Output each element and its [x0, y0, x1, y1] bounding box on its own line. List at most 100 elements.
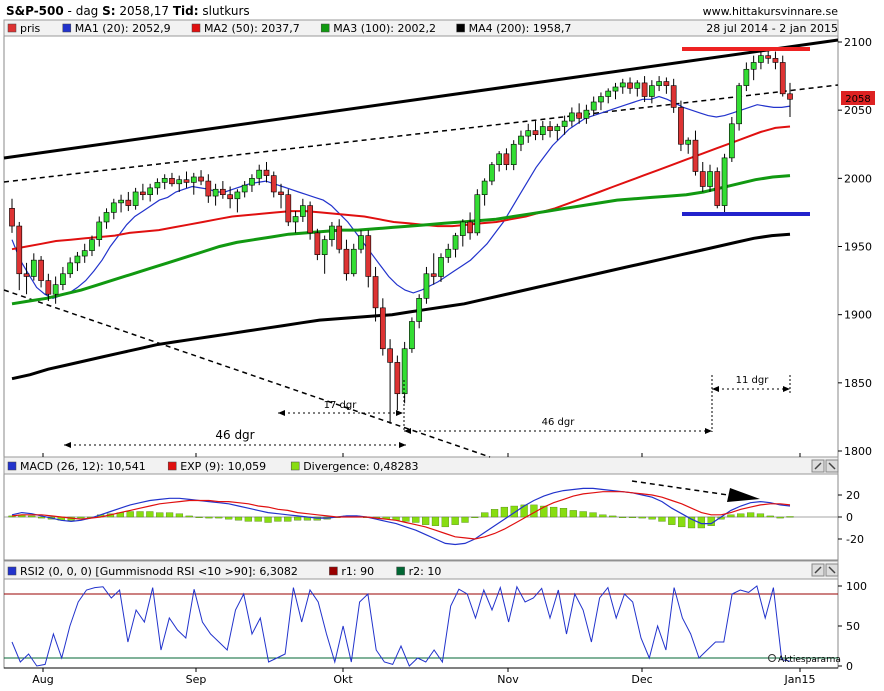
candle-body [765, 55, 772, 59]
candle [743, 62, 750, 92]
legend-rsi-label-1: r1: 90 [341, 565, 374, 578]
candle-body [52, 284, 59, 295]
candle-body [169, 178, 175, 185]
divergence-bar [747, 512, 755, 518]
candle-body [743, 68, 750, 86]
divergence-bar [185, 515, 193, 518]
exp-line [11, 491, 791, 540]
candle [685, 137, 692, 154]
divergence-bar [195, 516, 203, 518]
candle [401, 341, 408, 404]
candle-body [74, 255, 81, 264]
header-last-value: 2058,17 [119, 4, 169, 18]
candle [241, 181, 248, 198]
candle-body [649, 85, 655, 97]
candle [525, 123, 532, 143]
candle-body [343, 248, 350, 275]
price-tick-label: 1850 [844, 377, 872, 390]
price-tick-label: 1900 [844, 309, 872, 322]
candle-body [452, 235, 459, 250]
price-tick-label: 1800 [844, 445, 872, 458]
legend-rsi-swatch-2 [396, 566, 405, 576]
candle [445, 243, 452, 263]
candle-body [263, 169, 270, 176]
candle-body [307, 205, 313, 234]
span-17-label: 17 dgr [324, 400, 358, 411]
candle [692, 130, 699, 176]
candle [336, 219, 343, 254]
candle-body [220, 188, 226, 195]
divergence-bar [461, 516, 469, 523]
macd-tick-label: -20 [846, 533, 864, 546]
candle [699, 161, 706, 192]
legend-main-swatch-4 [456, 23, 465, 33]
candle [598, 92, 604, 111]
candle-body [125, 199, 132, 206]
candle-body [547, 126, 553, 131]
legend-macd-label-2: Divergence: 0,48283 [303, 460, 418, 473]
candle-body [401, 348, 408, 395]
divergence-bar [500, 506, 509, 518]
divergence-bar [412, 516, 420, 523]
divergence-bar [687, 516, 696, 529]
divergence-bar [550, 506, 558, 518]
candle-body [45, 280, 52, 295]
candle-body [329, 225, 335, 240]
candle-body [758, 55, 764, 63]
candle-body [641, 82, 648, 97]
candle-body [183, 179, 190, 183]
candle [779, 55, 786, 97]
rsi-tick-label: 50 [846, 620, 860, 633]
candle-body [321, 239, 328, 255]
candle-body [241, 184, 248, 193]
candle-body [292, 216, 299, 223]
legend-main-swatch-3 [320, 23, 330, 33]
candle [576, 103, 582, 124]
divergence-bar [422, 516, 430, 525]
candle-body [60, 273, 66, 285]
rsi-line [11, 585, 791, 667]
divergence-bar [510, 505, 518, 518]
candle-body [561, 120, 568, 127]
price-tick-label: 2050 [844, 104, 872, 117]
candle-body [576, 112, 582, 119]
candle [227, 186, 233, 209]
candle [787, 82, 793, 117]
ma1-line [11, 95, 791, 299]
candle [270, 171, 277, 198]
divergence-bar [638, 516, 646, 519]
candle [634, 80, 641, 97]
divergence-bar [136, 511, 144, 518]
candle [503, 148, 510, 171]
candle [16, 221, 23, 291]
candle-body [409, 321, 415, 350]
candle-body [336, 225, 343, 250]
divergence-bar [402, 516, 410, 522]
price-tick-label: 1950 [844, 241, 872, 254]
candle-body [23, 273, 30, 277]
candle [452, 232, 459, 258]
candle-body [583, 109, 590, 119]
divergence-bar [618, 516, 627, 518]
candle-body [699, 171, 706, 187]
candle-body [459, 221, 466, 236]
candle [343, 239, 350, 281]
candle-body [634, 82, 641, 89]
span-46-left-arrow-left [64, 442, 71, 448]
divergence-bar [579, 511, 587, 518]
candle-body [736, 85, 742, 125]
macd-tick-label: 20 [846, 489, 860, 502]
candle [619, 78, 626, 94]
span-11-arrow-left [712, 386, 719, 392]
header-site: www.hittakursvinnare.se [703, 5, 839, 18]
candle [365, 230, 372, 288]
candle-body [110, 202, 117, 213]
candle-body [372, 276, 379, 309]
candle [394, 355, 401, 411]
span-11-arrow-right [783, 386, 790, 392]
candle [198, 170, 204, 186]
candle [9, 198, 15, 233]
candle-body [423, 273, 430, 299]
candle [387, 339, 393, 424]
candle [285, 189, 292, 227]
